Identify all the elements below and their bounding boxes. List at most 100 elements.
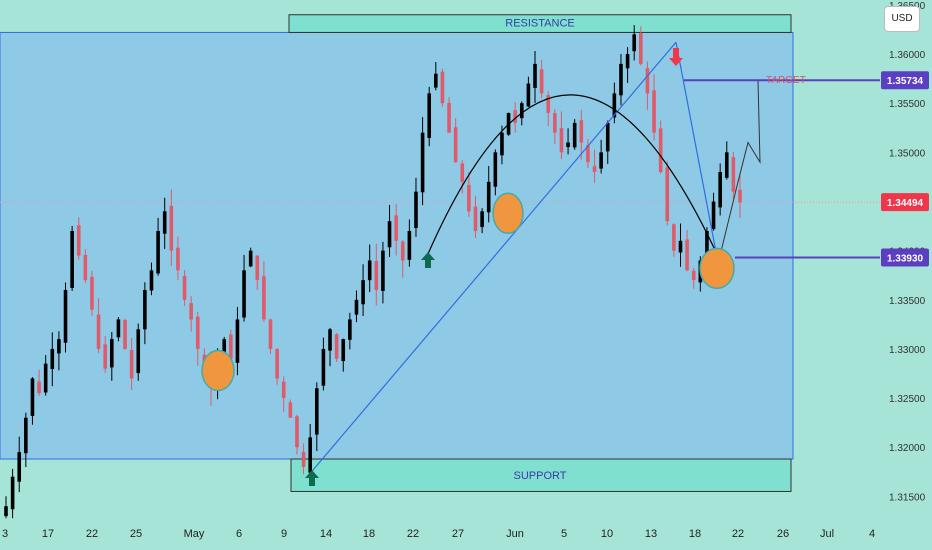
candle-body [103, 344, 107, 368]
highlight-circle [493, 193, 523, 233]
x-tick-label: 4 [869, 528, 875, 540]
candle-body [229, 334, 233, 358]
highlight-circle [202, 351, 234, 391]
candle-body [665, 167, 669, 221]
candle-body [500, 133, 504, 156]
candle-body [725, 152, 729, 178]
candle-body [454, 127, 458, 162]
candle-body [17, 452, 21, 482]
candle-body [328, 329, 332, 350]
candle-body [90, 277, 94, 310]
candle-body [282, 382, 286, 398]
candle-body [712, 201, 716, 229]
candle-body [302, 452, 306, 467]
x-tick-label: 3 [2, 528, 8, 540]
candle-body [646, 68, 650, 93]
candle-body [639, 33, 643, 64]
candle-body [732, 157, 736, 191]
candle-body [540, 69, 544, 93]
candle-body [626, 54, 630, 68]
candle-body [533, 64, 537, 88]
x-tick-label: 14 [320, 528, 332, 540]
candle-body [11, 477, 15, 510]
candle-body [427, 93, 431, 138]
candle-body [50, 349, 54, 369]
candle-body [672, 224, 676, 250]
x-tick-label: 26 [777, 528, 789, 540]
candle-body [434, 74, 438, 88]
candle-body [679, 241, 683, 253]
candle-body [460, 163, 464, 181]
candle-body [566, 143, 570, 148]
candle-body [375, 261, 379, 290]
x-tick-label: 9 [281, 528, 287, 540]
candle-body [150, 270, 154, 290]
candle-body [381, 251, 385, 291]
x-tick-label: 18 [689, 528, 701, 540]
candle-body [196, 317, 200, 349]
candle-body [117, 319, 121, 337]
x-tick-label: 18 [363, 528, 375, 540]
x-tick-label: 22 [86, 528, 98, 540]
candle-body [606, 123, 610, 151]
candle-body [70, 231, 74, 288]
candle-body [573, 123, 577, 148]
candle-body [560, 128, 564, 152]
candle-body [579, 120, 583, 142]
candle-body [335, 334, 339, 359]
candle-body [619, 64, 623, 95]
currency-button[interactable]: USD [884, 6, 920, 32]
price-tag-label: 1.34494 [887, 198, 924, 209]
candle-body [97, 315, 101, 349]
candle-body [31, 378, 35, 415]
x-tick-label: 13 [645, 528, 657, 540]
candle-body [527, 84, 531, 107]
candle-body [308, 437, 312, 472]
candle-body [255, 256, 259, 281]
y-tick-label: 1.35500 [889, 99, 926, 110]
y-tick-label: 1.31500 [889, 492, 926, 503]
candle-body [361, 280, 365, 304]
x-tick-label: 10 [601, 528, 613, 540]
candle-body [553, 113, 557, 133]
candle-body [156, 231, 160, 273]
candle-body [84, 255, 88, 280]
candle-body [183, 276, 187, 300]
candle-body [692, 271, 696, 280]
candle-body [632, 34, 636, 51]
candle-body [295, 416, 299, 447]
candle-body [249, 251, 253, 267]
price-tag-label: 1.33930 [887, 254, 924, 265]
candle-body [136, 329, 140, 373]
candle-body [64, 290, 68, 343]
candle-body [355, 300, 359, 315]
y-tick-label: 1.32500 [889, 394, 926, 405]
y-tick-label: 1.32000 [889, 443, 926, 454]
price-tag-label: 1.35734 [887, 76, 924, 87]
x-tick-label: 6 [236, 528, 242, 540]
candle-body [421, 133, 425, 193]
y-tick-label: 1.33500 [889, 296, 926, 307]
candle-body [718, 172, 722, 207]
candle-body [593, 166, 597, 172]
x-tick-label: 17 [42, 528, 54, 540]
candle-body [123, 320, 127, 349]
candle-body [37, 382, 41, 394]
x-tick-label: 27 [452, 528, 464, 540]
candle-body [348, 319, 352, 339]
candle-body [487, 182, 491, 212]
candle-body [143, 290, 147, 329]
candle-body [44, 364, 48, 393]
candle-body [130, 350, 134, 378]
candle-body [315, 388, 319, 434]
x-tick-label: Jul [820, 528, 834, 540]
candle-body [368, 260, 372, 280]
candle-body [408, 231, 412, 260]
candle-body [659, 128, 663, 172]
candle-body [24, 418, 28, 453]
candle-body [289, 402, 293, 417]
x-tick-label: Jun [506, 528, 524, 540]
candle-body [441, 72, 445, 104]
